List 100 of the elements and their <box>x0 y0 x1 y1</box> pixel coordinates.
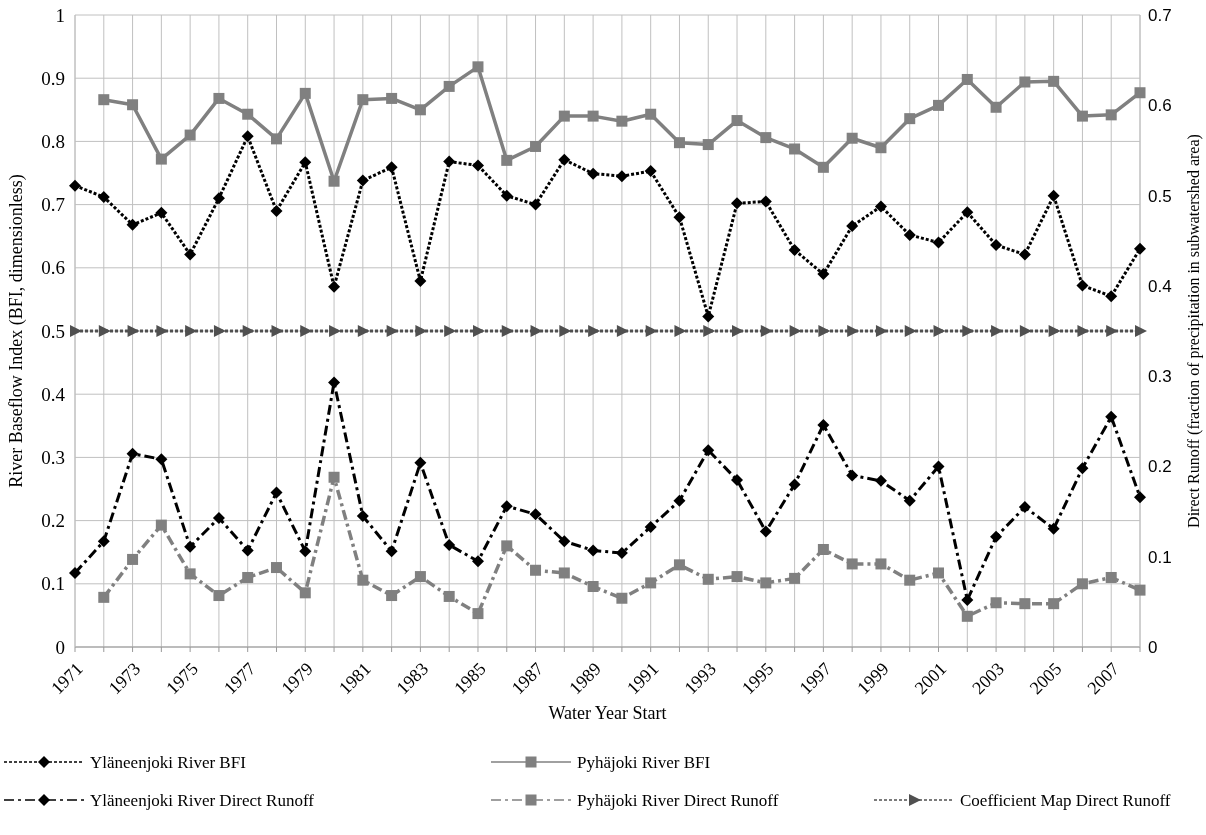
point <box>414 104 426 116</box>
point <box>874 474 887 487</box>
point <box>155 519 167 531</box>
y2-tick-label: 0.7 <box>1148 5 1172 25</box>
point <box>875 558 887 570</box>
point <box>328 280 341 293</box>
point <box>990 597 1002 609</box>
point <box>242 571 254 583</box>
point <box>242 325 255 337</box>
point <box>270 204 283 217</box>
point <box>386 92 398 104</box>
point <box>933 325 946 337</box>
point <box>817 161 829 173</box>
legend-label: Pyhäjoki River BFI <box>577 753 711 772</box>
point <box>904 574 916 586</box>
y-tick-label: 0.9 <box>41 67 65 89</box>
point <box>759 195 772 208</box>
point <box>645 108 657 120</box>
point <box>847 325 860 337</box>
point <box>241 544 254 557</box>
point <box>126 218 139 231</box>
point <box>558 110 570 122</box>
point <box>644 165 657 178</box>
point <box>1105 410 1118 423</box>
point <box>903 228 916 241</box>
y2-tick-label: 0.6 <box>1148 96 1172 116</box>
point <box>961 594 974 607</box>
y-tick-label: 0.3 <box>41 447 65 469</box>
point <box>788 478 801 491</box>
point <box>731 571 743 583</box>
x-tick-label: 1981 <box>334 658 375 699</box>
point <box>1135 325 1147 337</box>
y-tick-label: 0 <box>55 636 65 658</box>
point <box>616 592 628 604</box>
point <box>414 456 427 469</box>
y2-tick-label: 0.1 <box>1148 547 1172 567</box>
point <box>357 574 369 586</box>
point <box>789 143 801 155</box>
point <box>241 130 254 143</box>
point <box>1105 571 1117 583</box>
point <box>673 494 686 507</box>
y2-tick-label: 0 <box>1148 637 1158 657</box>
y-tick-label: 0.8 <box>41 131 65 153</box>
point <box>213 92 225 104</box>
point <box>1105 290 1118 303</box>
point <box>529 198 542 211</box>
point <box>500 500 513 513</box>
point <box>98 325 111 337</box>
point <box>98 591 110 603</box>
x-tick-label: 1971 <box>47 658 87 699</box>
point <box>356 174 369 187</box>
point <box>990 101 1002 113</box>
point <box>472 61 484 73</box>
point <box>529 508 542 521</box>
y-tick-label: 0.6 <box>41 257 65 279</box>
y2-tick-label: 0.5 <box>1148 186 1172 206</box>
point <box>386 325 399 337</box>
point <box>127 553 139 565</box>
point <box>299 156 312 169</box>
point <box>961 206 974 219</box>
y2-axis-title: Direct Runoff (fraction of precipitation in subwatershed area) <box>1185 134 1203 528</box>
point <box>212 192 225 205</box>
point <box>588 325 601 337</box>
point <box>732 325 745 337</box>
point <box>472 608 484 620</box>
point <box>155 453 168 466</box>
point <box>1019 598 1031 610</box>
point <box>97 535 110 548</box>
point <box>759 525 772 538</box>
point <box>1048 325 1061 337</box>
point <box>270 486 283 499</box>
point <box>155 153 167 165</box>
point <box>933 567 945 579</box>
point <box>328 175 340 187</box>
legend-label: Yläneenjoki River BFI <box>90 753 247 772</box>
point <box>357 94 369 106</box>
point <box>1047 189 1060 202</box>
point <box>558 567 570 579</box>
point <box>69 566 81 579</box>
point <box>644 520 657 533</box>
point <box>328 376 341 389</box>
point <box>587 581 599 593</box>
point <box>443 155 456 168</box>
point <box>702 444 715 457</box>
point <box>97 191 110 204</box>
point <box>299 545 312 558</box>
point <box>271 325 284 337</box>
legend-label: Coefficient Map Direct Runoff <box>960 791 1171 810</box>
point <box>818 325 831 337</box>
point <box>932 236 945 249</box>
point <box>587 544 600 557</box>
point <box>1018 248 1031 261</box>
point <box>1134 584 1146 596</box>
point <box>673 137 685 149</box>
point <box>443 80 455 92</box>
point <box>270 133 282 145</box>
point <box>184 540 197 553</box>
point <box>817 418 830 431</box>
point <box>673 211 686 224</box>
point <box>1105 109 1117 121</box>
